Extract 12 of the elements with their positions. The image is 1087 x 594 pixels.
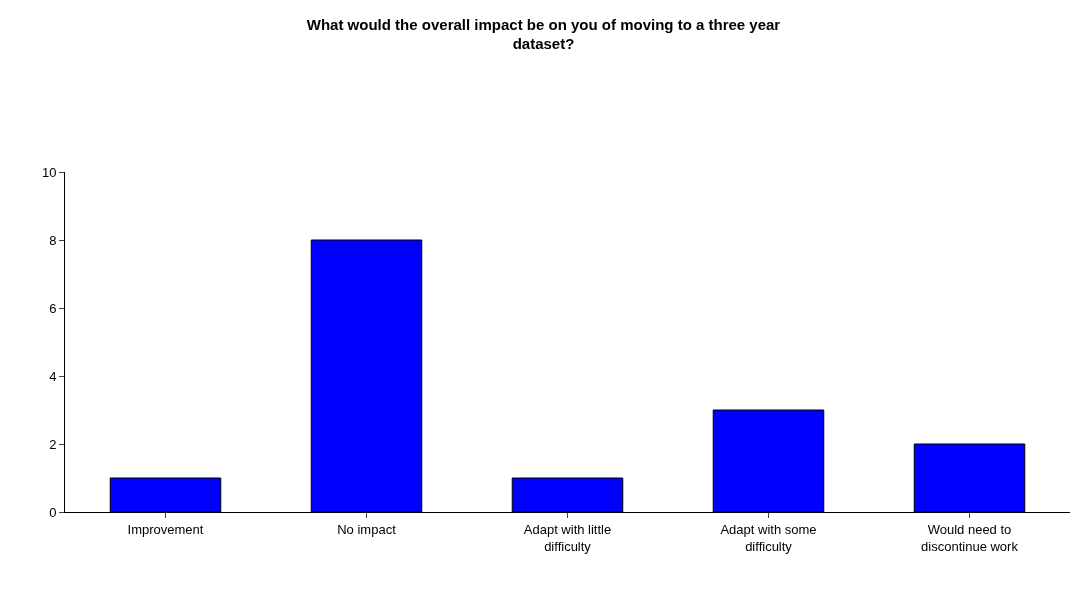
y-tick-label: 2 xyxy=(49,436,57,452)
x-tick-label: Adapt with some difficulty xyxy=(720,521,817,554)
y-tick-label: 0 xyxy=(49,504,57,520)
y-tick-label: 10 xyxy=(41,164,57,180)
y-tick-label: 6 xyxy=(49,300,57,316)
x-tick-label: Adapt with little difficulty xyxy=(523,521,612,554)
x-tick-label: Improvement xyxy=(127,521,204,537)
chart-title: What would the overall impact be on you of moving to a three year dataset? xyxy=(306,15,781,53)
x-tick-label: Would need to discontinue work xyxy=(921,521,1019,554)
x-tick-label: No impact xyxy=(337,521,397,537)
y-tick-label: 8 xyxy=(49,232,57,248)
y-tick-label: 4 xyxy=(49,368,57,384)
